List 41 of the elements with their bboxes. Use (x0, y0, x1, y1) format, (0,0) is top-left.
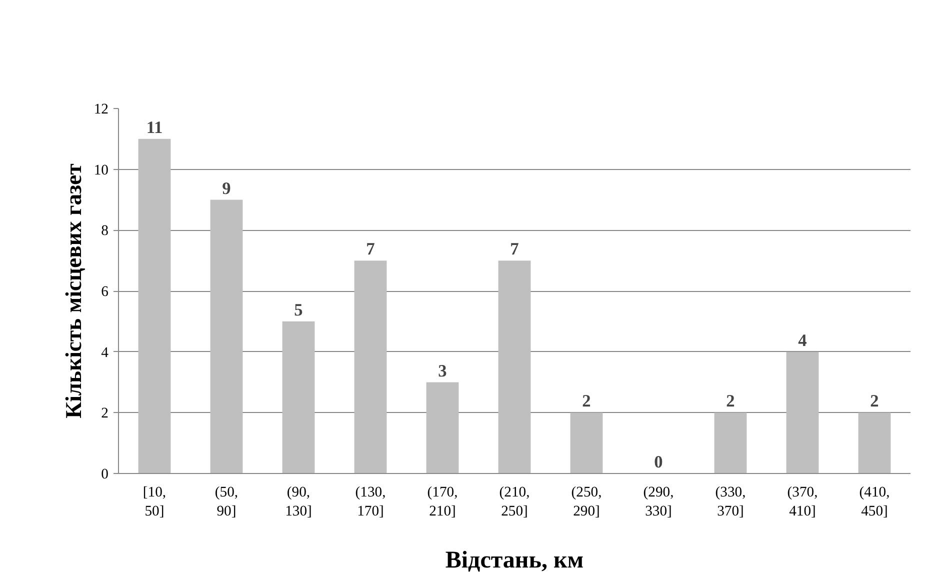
y-tick-label: 8 (101, 223, 108, 240)
x-tick-label: (130, 170] (355, 484, 386, 520)
data-label: 2 (870, 392, 879, 411)
x-tick-label: (50, 90] (214, 484, 238, 520)
data-label: 9 (222, 178, 232, 198)
bar (138, 138, 171, 474)
bar (210, 200, 243, 474)
y-axis-title: Кількість місцевих газет (60, 164, 86, 418)
x-tick-label: (330, 370] (715, 484, 746, 520)
bar (786, 352, 819, 474)
x-tick-label: (370, 410] (787, 484, 818, 520)
data-label: 11 (146, 118, 163, 137)
y-tick-label: 12 (94, 102, 108, 118)
bar (354, 260, 387, 474)
x-tick-label: (170, 210] (427, 484, 458, 520)
y-tick-label: 2 (101, 406, 108, 422)
data-label: 2 (582, 392, 591, 411)
bar (498, 260, 531, 474)
x-tick-label: (210, 250] (499, 484, 530, 520)
data-label: 7 (366, 240, 376, 259)
y-tick-label: 0 (101, 466, 108, 482)
bar (282, 321, 315, 474)
x-tick-label: (250, 290] (571, 484, 602, 520)
y-tick-label: 6 (101, 284, 108, 300)
bar (714, 412, 747, 474)
x-tick-label: (290, 330] (643, 484, 674, 520)
bar (570, 412, 603, 474)
data-label: 4 (798, 330, 808, 350)
y-tick-label: 4 (101, 344, 110, 361)
x-tick-label: (410, 450] (859, 484, 890, 520)
data-label: 5 (294, 300, 304, 320)
data-label: 7 (510, 240, 520, 259)
data-label: 3 (438, 361, 448, 380)
data-label: 2 (726, 392, 735, 411)
x-tick-label: [10, 50] (142, 484, 166, 520)
x-axis-title: Відстань, км (445, 548, 584, 574)
x-tick-label: (90, 130] (285, 484, 312, 520)
bar (426, 382, 459, 474)
y-tick-label: 10 (94, 162, 108, 178)
bar (858, 412, 891, 474)
data-label: 0 (654, 452, 663, 472)
